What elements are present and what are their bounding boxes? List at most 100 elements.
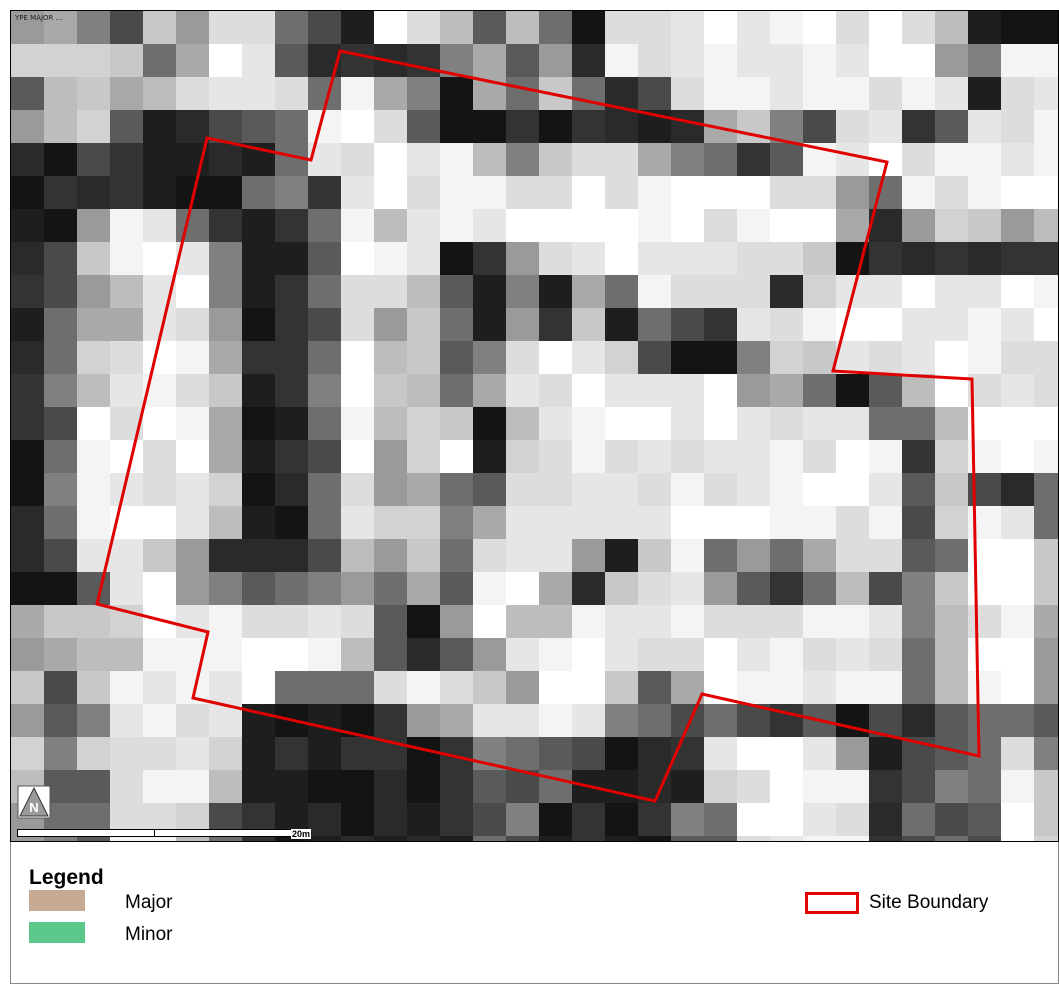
- raster-cell: [770, 572, 803, 605]
- raster-cell: [374, 440, 407, 473]
- raster-cell: [638, 77, 671, 110]
- raster-cell: [968, 242, 1001, 275]
- raster-cell: [968, 341, 1001, 374]
- raster-cell: [242, 77, 275, 110]
- raster-cell: [737, 638, 770, 671]
- raster-cell: [473, 770, 506, 803]
- raster-cell: [143, 440, 176, 473]
- raster-cell: [407, 77, 440, 110]
- raster-cell: [110, 539, 143, 572]
- raster-cell: [11, 308, 44, 341]
- raster-cell: [374, 209, 407, 242]
- raster-cell: [374, 803, 407, 836]
- raster-cell: [803, 11, 836, 44]
- raster-cell: [407, 605, 440, 638]
- raster-cell: [572, 374, 605, 407]
- raster-cell: [1034, 308, 1058, 341]
- legend-label-major: Major: [125, 892, 173, 913]
- raster-cell: [935, 209, 968, 242]
- legend-label-site-boundary: Site Boundary: [869, 892, 989, 913]
- raster-cell: [704, 11, 737, 44]
- raster-cell: [737, 11, 770, 44]
- raster-cell: [143, 836, 176, 841]
- raster-cell: [11, 605, 44, 638]
- raster-cell: [836, 407, 869, 440]
- raster-cell: [671, 506, 704, 539]
- raster-cell: [341, 308, 374, 341]
- site-boundary-polygon: [95, 49, 981, 803]
- raster-cell: [77, 11, 110, 44]
- raster-cell: [341, 473, 374, 506]
- raster-cell: [539, 143, 572, 176]
- raster-cell: [539, 44, 572, 77]
- raster-cell: [836, 77, 869, 110]
- raster-cell: [242, 308, 275, 341]
- raster-cell: [1001, 407, 1034, 440]
- raster-cell: [1001, 539, 1034, 572]
- raster-cell: [440, 77, 473, 110]
- raster-cell: [407, 836, 440, 841]
- raster-cell: [242, 44, 275, 77]
- raster-cell: [374, 704, 407, 737]
- raster-cell: [869, 671, 902, 704]
- raster-cell: [539, 407, 572, 440]
- raster-cell: [44, 143, 77, 176]
- raster-cell: [902, 473, 935, 506]
- raster-cell: [110, 440, 143, 473]
- raster-cell: [935, 473, 968, 506]
- raster-cell: [572, 440, 605, 473]
- raster-cell: [869, 308, 902, 341]
- raster-cell: [308, 440, 341, 473]
- raster-cell: [308, 407, 341, 440]
- raster-cell: [935, 572, 968, 605]
- raster-cell: [473, 110, 506, 143]
- raster-cell: [341, 176, 374, 209]
- map-raster[interactable]: [11, 11, 1059, 842]
- raster-cell: [506, 44, 539, 77]
- raster-cell: [968, 77, 1001, 110]
- raster-cell: [539, 440, 572, 473]
- raster-cell: [440, 836, 473, 841]
- raster-cell: [308, 242, 341, 275]
- raster-cell: [473, 143, 506, 176]
- raster-cell: [110, 176, 143, 209]
- raster-cell: [506, 836, 539, 841]
- raster-cell: [110, 638, 143, 671]
- map-frame[interactable]: YPE MAJOR ... N 20m: [10, 10, 1059, 842]
- raster-cell: [506, 803, 539, 836]
- raster-cell: [902, 77, 935, 110]
- raster-cell: [209, 671, 242, 704]
- raster-cell: [77, 143, 110, 176]
- raster-cell: [44, 440, 77, 473]
- raster-cell: [539, 275, 572, 308]
- raster-cell: [968, 572, 1001, 605]
- raster-cell: [44, 209, 77, 242]
- raster-cell: [638, 836, 671, 841]
- raster-cell: [110, 572, 143, 605]
- raster-cell: [803, 671, 836, 704]
- raster-cell: [638, 671, 671, 704]
- raster-cell: [341, 440, 374, 473]
- raster-cell: [473, 242, 506, 275]
- raster-cell: [902, 704, 935, 737]
- raster-cell: [110, 836, 143, 841]
- raster-cell: [935, 770, 968, 803]
- raster-cell: [374, 341, 407, 374]
- raster-cell: [869, 242, 902, 275]
- raster-cell: [209, 44, 242, 77]
- raster-cell: [803, 374, 836, 407]
- raster-cell: [44, 242, 77, 275]
- raster-cell: [638, 506, 671, 539]
- raster-cell: [77, 638, 110, 671]
- raster-cell: [44, 308, 77, 341]
- raster-cell: [176, 77, 209, 110]
- raster-cell: [77, 44, 110, 77]
- raster-cell: [506, 110, 539, 143]
- raster-cell: [638, 176, 671, 209]
- raster-cell: [473, 671, 506, 704]
- raster-cell: [638, 374, 671, 407]
- raster-cell: [275, 473, 308, 506]
- raster-cell: [1001, 605, 1034, 638]
- raster-cell: [1034, 176, 1058, 209]
- raster-cell: [968, 836, 1001, 841]
